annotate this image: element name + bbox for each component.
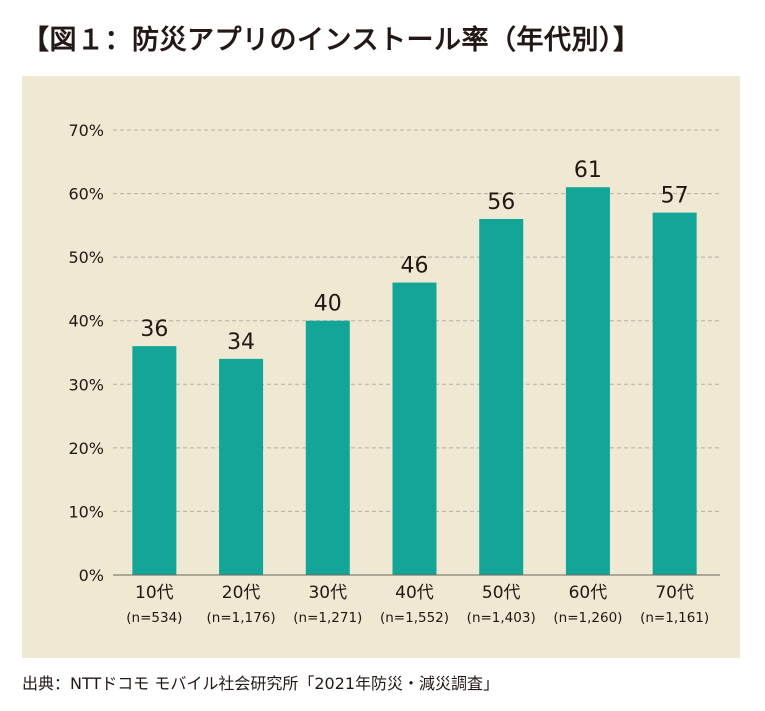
- x-tick-label: 60代: [569, 583, 608, 603]
- data-label: 46: [401, 254, 429, 279]
- bar: [565, 187, 610, 575]
- x-axis-ticks: 10代 (n=534) 20代 (n=1,176) 30代 (n=1,271) 40代 (n=…: [126, 583, 709, 626]
- x-tick-sample-size: (n=1,403): [467, 610, 536, 626]
- x-tick-sample-size: (n=1,271): [293, 610, 362, 626]
- bar: [305, 320, 350, 575]
- data-label: 61: [574, 158, 602, 183]
- x-tick-sample-size: (n=1,176): [207, 610, 276, 626]
- y-axis-ticks: 0% 10% 20% 30% 40% 50% 60% 70%: [68, 121, 104, 585]
- x-tick-label: 40代: [395, 583, 434, 603]
- bar: [479, 219, 524, 575]
- x-tick-sample-size: (n=1,260): [553, 610, 622, 626]
- x-tick-label: 30代: [308, 583, 347, 603]
- y-tick-label: 60%: [68, 185, 104, 204]
- bar: [652, 212, 697, 575]
- bars: [132, 187, 697, 575]
- bar: [392, 282, 437, 575]
- y-tick-label: 70%: [68, 121, 104, 140]
- x-tick-sample-size: (n=1,552): [380, 610, 449, 626]
- y-tick-label: 10%: [68, 502, 104, 521]
- x-tick-label: 50代: [482, 583, 521, 603]
- y-tick-label: 50%: [68, 248, 104, 267]
- x-tick-sample-size: (n=534): [126, 610, 182, 626]
- y-tick-label: 40%: [68, 312, 104, 331]
- data-label: 56: [487, 190, 515, 215]
- data-label: 57: [661, 184, 689, 209]
- data-label: 34: [227, 330, 255, 355]
- y-tick-label: 30%: [68, 375, 104, 394]
- data-label: 36: [140, 317, 168, 342]
- x-tick-label: 20代: [222, 583, 261, 603]
- x-tick-label: 10代: [135, 583, 174, 603]
- y-tick-label: 20%: [68, 439, 104, 458]
- bar: [219, 358, 264, 575]
- x-tick-label: 70代: [655, 583, 694, 603]
- chart-title: 【図１：防災アプリのインストール率（年代別）】: [22, 25, 641, 56]
- bar: [132, 346, 177, 575]
- y-tick-label: 0%: [79, 566, 104, 585]
- data-labels: 36 34 40 46 56 61 57: [140, 158, 688, 355]
- x-tick-sample-size: (n=1,161): [640, 610, 709, 626]
- source-note: 出典：NTTドコモ モバイル社会研究所「2021年防災・減災調査」: [22, 674, 500, 693]
- data-label: 40: [314, 292, 342, 317]
